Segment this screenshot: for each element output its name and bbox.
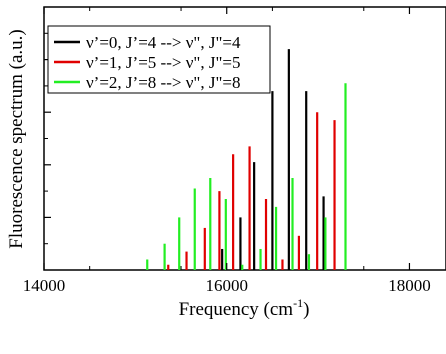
y-axis-label: Fluorescence spectrum (a.u.): [6, 29, 27, 248]
bars-layer: [146, 49, 347, 270]
ticks-layer: 14000 16000 18000: [23, 7, 431, 295]
legend-box: [47, 25, 271, 94]
legend: ν’=0, J’=4 --> ν", J"=4ν’=1, J’=5 --> ν"…: [47, 25, 271, 94]
x-axis-label-superscript: -1: [293, 296, 303, 310]
legend-label-0: ν’=0, J’=4 --> ν", J"=4: [86, 33, 241, 52]
legend-label-2: ν’=2, J’=8 --> ν", J"=8: [86, 73, 240, 92]
x-tick-label: 18000: [388, 276, 431, 295]
legend-label-1: ν’=1, J’=5 --> ν", J"=5: [86, 53, 240, 72]
x-tick-label: 14000: [23, 276, 66, 295]
x-axis-label: Frequency (cm-1): [179, 296, 310, 320]
x-tick-label: 16000: [205, 276, 248, 295]
